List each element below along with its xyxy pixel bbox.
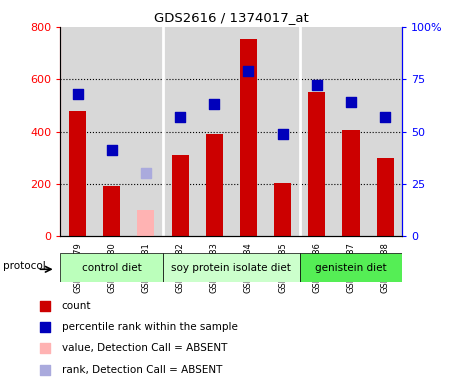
- Bar: [342, 130, 359, 236]
- Bar: [274, 182, 291, 236]
- Bar: [69, 111, 86, 236]
- Point: [245, 68, 252, 74]
- Bar: [137, 210, 154, 236]
- Bar: [103, 187, 120, 236]
- Title: GDS2616 / 1374017_at: GDS2616 / 1374017_at: [154, 11, 309, 24]
- Point: [42, 346, 49, 352]
- Point: [42, 324, 49, 330]
- Text: count: count: [62, 301, 91, 311]
- Text: protocol: protocol: [3, 262, 46, 271]
- Text: control diet: control diet: [82, 263, 141, 273]
- Point: [176, 114, 184, 120]
- Text: soy protein isolate diet: soy protein isolate diet: [172, 263, 291, 273]
- Bar: [172, 155, 189, 236]
- Point: [279, 131, 286, 137]
- Point: [347, 99, 355, 105]
- Point: [381, 114, 389, 120]
- Text: value, Detection Call = ABSENT: value, Detection Call = ABSENT: [62, 343, 227, 354]
- Bar: [308, 92, 326, 236]
- Point: [211, 101, 218, 108]
- Bar: [377, 158, 394, 236]
- Point: [313, 83, 320, 89]
- Bar: [163, 253, 299, 282]
- Point: [74, 91, 81, 97]
- Point: [142, 170, 150, 177]
- Bar: [299, 253, 402, 282]
- Text: rank, Detection Call = ABSENT: rank, Detection Call = ABSENT: [62, 364, 222, 375]
- Point: [42, 366, 49, 372]
- Text: genistein diet: genistein diet: [315, 263, 387, 273]
- Bar: [60, 253, 163, 282]
- Bar: [240, 39, 257, 236]
- Point: [108, 147, 115, 154]
- Point: [42, 303, 49, 310]
- Text: percentile rank within the sample: percentile rank within the sample: [62, 322, 238, 333]
- Bar: [206, 134, 223, 236]
